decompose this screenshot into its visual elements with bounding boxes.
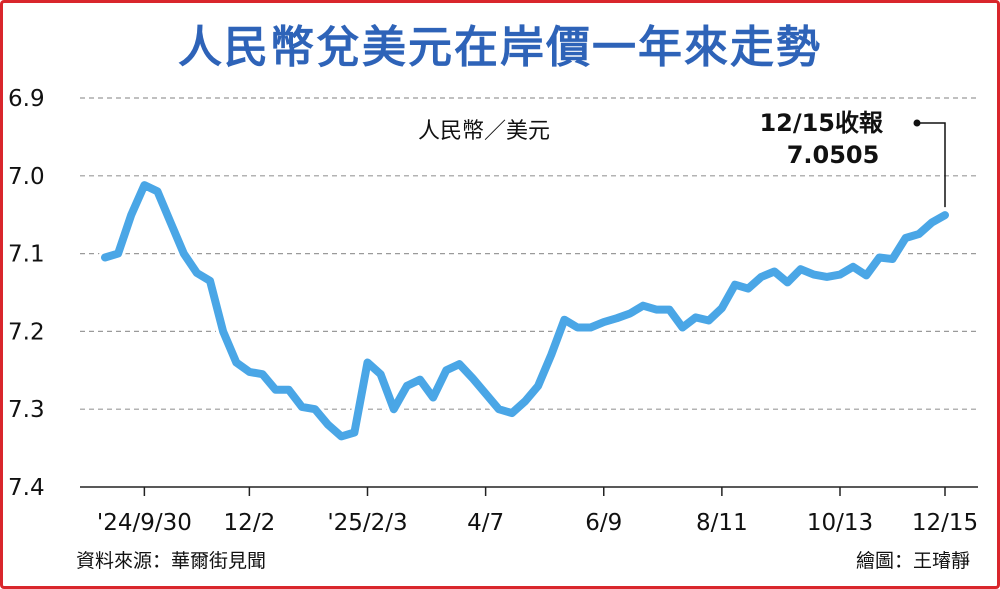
x-tick-label: '25/2/3 — [327, 510, 407, 536]
x-tick-label: 12/15 — [912, 510, 978, 536]
annotation-leader — [913, 119, 946, 208]
series-line — [101, 181, 949, 441]
x-tick-label: 12/2 — [224, 510, 276, 536]
data-source: 資料來源：華爾街見聞 — [76, 550, 267, 572]
annotation-value: 7.0505 — [787, 141, 880, 169]
y-tick-label: 7.2 — [8, 319, 45, 345]
x-tick-label: 4/7 — [467, 510, 504, 536]
y-tick-label: 7.3 — [8, 397, 45, 423]
x-tick-label: 6/9 — [585, 510, 622, 536]
grid-lines — [80, 97, 978, 410]
x-tick-label: 8/11 — [696, 510, 748, 536]
y-tick-label: 7.4 — [8, 475, 45, 501]
x-tick-label: 10/13 — [807, 510, 873, 536]
graphic-credit: 繪圖：王璿靜 — [855, 550, 970, 572]
y-tick-label: 7.1 — [8, 242, 45, 268]
series-group — [98, 178, 952, 444]
y-axis: 6.9 7.0 7.1 7.2 7.3 7.4 — [8, 86, 45, 501]
chart-title: 人民幣兌美元在岸價一年來走勢 — [178, 22, 822, 73]
y-tick-label: 7.0 — [8, 164, 45, 190]
y-tick-label: 6.9 — [8, 86, 45, 112]
x-axis: '24/9/30 12/2 '25/2/3 4/7 6/9 8/11 10/13 12/15 — [97, 487, 978, 536]
x-tick-label: '24/9/30 — [97, 510, 192, 536]
leader-line — [917, 122, 946, 208]
unit-label: 人民幣／美元 — [418, 119, 550, 144]
annotation-label: 12/15收報 — [759, 109, 884, 137]
